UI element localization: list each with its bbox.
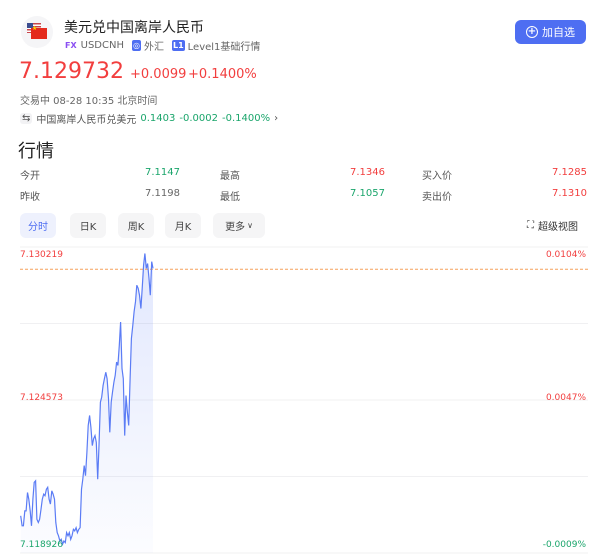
market-type: 外汇 — [143, 42, 164, 53]
trading-status: 交易中 08-28 10:35 北京时间 — [20, 96, 158, 107]
pct-tick-bottom: -0.0009% — [542, 540, 586, 550]
price-area — [20, 253, 154, 553]
chevron-right-icon: › — [274, 113, 279, 124]
stat-value: 7.1310 — [552, 188, 587, 199]
swap-icon: ⇆ — [20, 113, 33, 124]
data-level: Level1基础行情 — [187, 42, 261, 53]
stat-value: 7.1198 — [145, 188, 180, 199]
plus-circle-icon: + — [526, 26, 538, 38]
chevron-down-icon: ∨ — [247, 221, 253, 230]
price-line — [20, 253, 154, 547]
level-badge-icon: L1 — [171, 40, 185, 51]
stat-value: 7.1057 — [350, 188, 385, 199]
tab-monthly-k[interactable]: 月K — [165, 213, 201, 238]
tag-row: FX USDCNH ◎ 外汇 L1 Level1基础行情 — [64, 38, 260, 53]
y-tick-mid: 7.124573 — [20, 393, 63, 403]
inverse-price: 0.1403 — [140, 113, 176, 124]
inverse-quote-link[interactable]: ⇆ 中国离岸人民币兑美元 0.1403 -0.0002 -0.1400% › — [20, 111, 278, 126]
tab-more[interactable]: 更多 ∨ — [213, 213, 265, 238]
stat-value: 7.1285 — [552, 167, 587, 178]
stat-label: 买入价 — [422, 171, 452, 182]
stat-value: 7.1346 — [350, 167, 385, 178]
pct-tick-top: 0.0104% — [545, 250, 586, 260]
stat-label: 最高 — [220, 171, 240, 182]
tab-intraday[interactable]: 分时 — [20, 213, 56, 238]
y-tick-top: 7.130219 — [20, 250, 63, 260]
page-title: 美元兑中国离岸人民币 — [64, 20, 204, 36]
add-watchlist-button[interactable]: + 加自选 — [515, 20, 586, 44]
add-watchlist-label: 加自选 — [542, 26, 575, 39]
inverse-label: 中国离岸人民币兑美元 — [36, 115, 137, 126]
stat-label: 昨收 — [20, 192, 40, 203]
fullscreen-icon: ⛶ — [527, 220, 534, 231]
y-tick-bottom: 7.118926 — [20, 540, 63, 550]
stat-label: 今开 — [20, 171, 40, 182]
globe-icon: ◎ — [132, 40, 141, 51]
currency-flag-icon — [21, 16, 53, 48]
stat-label: 卖出价 — [422, 192, 452, 203]
tab-more-label: 更多 — [225, 222, 246, 233]
section-heading: 行情 — [18, 141, 54, 162]
price-change-pct: +0.1400% — [188, 67, 257, 82]
super-view-button[interactable]: ⛶ 超级视图 — [527, 218, 578, 233]
stat-value: 7.1147 — [145, 167, 180, 178]
pct-tick-mid: 0.0047% — [545, 393, 586, 403]
current-price: 7.129732 — [19, 59, 124, 84]
tab-weekly-k[interactable]: 周K — [118, 213, 154, 238]
super-view-label: 超级视图 — [538, 222, 578, 233]
fx-badge-icon: FX — [65, 41, 77, 50]
price-change: +0.0099 — [130, 67, 187, 82]
inverse-change: -0.0002 — [179, 113, 218, 124]
stat-label: 最低 — [220, 192, 240, 203]
inverse-pct: -0.1400% — [222, 113, 271, 124]
symbol: USDCNH — [80, 40, 124, 51]
tab-daily-k[interactable]: 日K — [70, 213, 106, 238]
